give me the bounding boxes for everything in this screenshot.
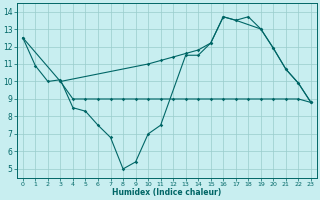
X-axis label: Humidex (Indice chaleur): Humidex (Indice chaleur) [112, 188, 221, 197]
